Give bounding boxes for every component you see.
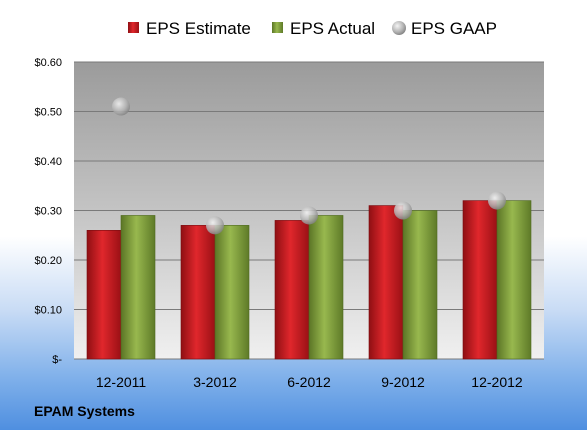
y-tick-label: $0.60: [34, 57, 62, 69]
gaap-point: [394, 201, 412, 220]
bar-actual: [308, 215, 344, 360]
legend-marker-gaap: [392, 21, 406, 35]
y-axis: $- $0.10 $0.20 $0.30 $0.40 $0.50 $0.60: [34, 57, 62, 366]
y-tick-label: $0.20: [34, 255, 62, 267]
gaap-point: [488, 191, 506, 210]
company-name: EPAM Systems: [34, 403, 135, 419]
x-tick-label: 6-2012: [287, 374, 331, 390]
bar-estimate: [274, 220, 310, 360]
x-tick-label: 12-2011: [96, 374, 147, 390]
gaap-markers: [112, 97, 506, 235]
bar-actual: [214, 225, 250, 360]
bar-actual: [120, 215, 156, 360]
bar-actual: [402, 210, 438, 360]
legend-label-actual: EPS Actual: [290, 19, 375, 38]
gaap-point: [300, 206, 318, 225]
y-tick-label: $0.30: [34, 206, 62, 218]
y-tick-label: $0.40: [34, 156, 62, 168]
legend-label-estimate: EPS Estimate: [146, 19, 251, 38]
x-tick-label: 3-2012: [193, 374, 237, 390]
y-tick-label: $0.50: [34, 107, 62, 119]
gaap-point: [112, 97, 130, 116]
bars: [86, 200, 532, 360]
y-tick-label: $-: [52, 354, 62, 366]
bar-estimate: [86, 230, 122, 360]
bar-estimate: [180, 225, 216, 360]
legend-swatch-actual: [272, 22, 283, 33]
bar-estimate: [462, 200, 498, 360]
legend: EPS Estimate EPS Actual EPS GAAP: [128, 19, 497, 38]
bar-actual: [496, 200, 532, 360]
legend-label-gaap: EPS GAAP: [411, 19, 497, 38]
x-tick-label: 9-2012: [381, 374, 425, 390]
x-axis: 12-2011 3-2012 6-2012 9-2012 12-2012: [96, 374, 523, 390]
x-tick-label: 12-2012: [471, 374, 523, 390]
bar-estimate: [368, 205, 404, 360]
y-tick-label: $0.10: [34, 305, 62, 317]
gaap-point: [206, 216, 224, 235]
legend-swatch-estimate: [128, 22, 139, 33]
